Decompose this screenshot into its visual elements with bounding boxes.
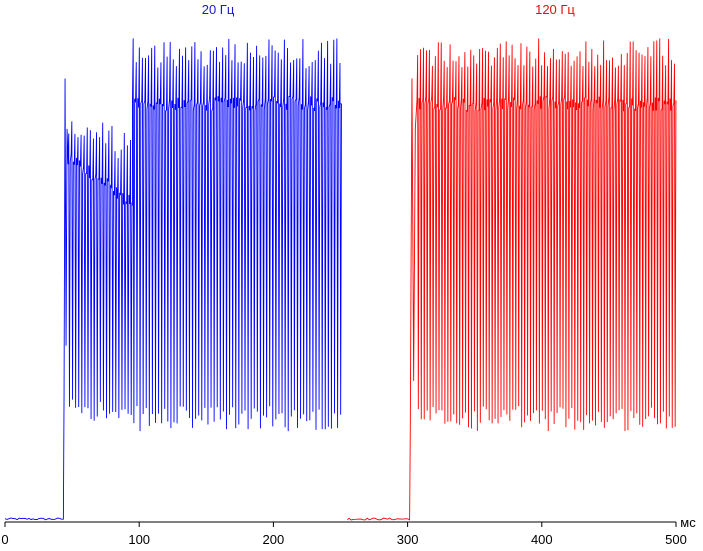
- plot-area: 0 100 200 300 400 500 мс 20 Гц 120 Гц: [1, 2, 696, 547]
- series-label-20hz: 20 Гц: [202, 2, 235, 17]
- x-tick-label: 0: [1, 532, 8, 547]
- x-tick-label: 100: [128, 532, 150, 547]
- x-tick-label: 300: [397, 532, 419, 547]
- x-axis-unit: мс: [680, 515, 696, 530]
- series-line-20hz: [4, 38, 342, 521]
- x-ticks: 0 100 200 300 400 500: [1, 522, 687, 547]
- x-tick-label: 400: [531, 532, 553, 547]
- series-layer: [4, 38, 677, 521]
- x-tick-label: 500: [665, 532, 687, 547]
- series-line-120hz: [346, 38, 677, 521]
- x-tick-label: 200: [263, 532, 285, 547]
- series-label-120hz: 120 Гц: [535, 2, 575, 17]
